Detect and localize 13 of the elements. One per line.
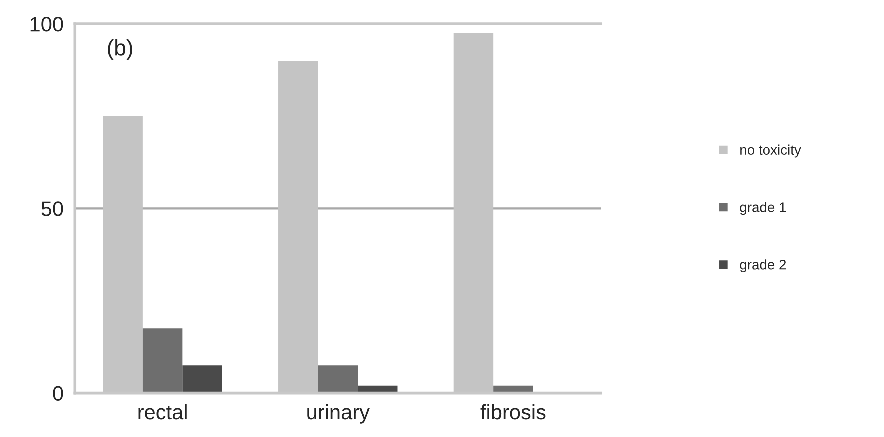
legend-label: grade 2: [740, 260, 786, 273]
x-tick-label: fibrosis: [480, 404, 546, 420]
x-tick-label: urinary: [308, 404, 370, 424]
y-tick-label: 0: [53, 386, 64, 402]
legend-label: grade 1: [740, 202, 786, 216]
y-tick-label: 50: [42, 202, 64, 216]
bar: [182, 366, 222, 394]
annotation: (b): [108, 40, 132, 60]
y-tick-label: 100: [30, 17, 64, 32]
legend-label: no toxicity: [740, 144, 802, 158]
x-tick-label: rectal: [138, 404, 187, 420]
bar: [142, 328, 183, 394]
bar: [318, 366, 358, 394]
